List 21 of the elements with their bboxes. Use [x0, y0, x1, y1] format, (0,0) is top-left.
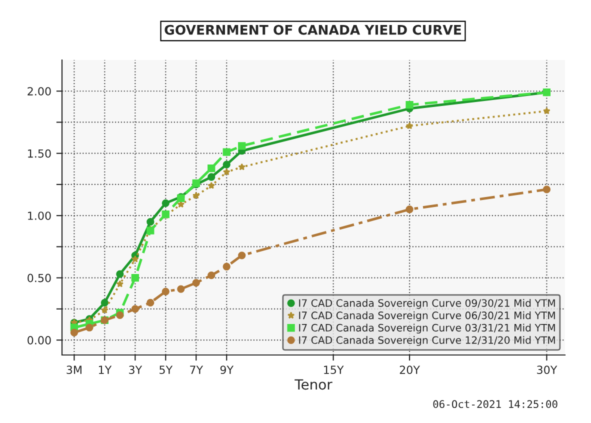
x-tick-label: 3M [66, 366, 82, 374]
x-tick-label: 15Y [324, 366, 344, 374]
x-axis-title: Tenor [294, 379, 332, 390]
y-tick-label: 2.00 [28, 87, 51, 96]
legend-label: I7 CAD Canada Sovereign Curve 09/30/21 Mid YTM [299, 299, 555, 309]
x-tick-label: 9Y [220, 366, 234, 374]
x-tick-label: 1Y [98, 366, 112, 374]
text: 06-Oct-2021 14:25:00 [433, 400, 558, 408]
x-tick-label: 7Y [190, 366, 204, 374]
legend-label: I7 CAD Canada Sovereign Curve 03/31/21 Mid YTM [299, 324, 555, 334]
x-tick-label: 20Y [400, 366, 420, 374]
y-tick-label: 1.00 [28, 212, 51, 220]
x-tick-label: 5Y [160, 366, 173, 374]
y-tick-label: 0.50 [28, 274, 51, 282]
legend-label: I7 CAD Canada Sovereign Curve 06/30/21 Mid YTM [299, 311, 555, 322]
x-tick-label: 30Y [537, 366, 558, 374]
chart-title: GOVERNMENT OF CANADA YIELD CURVE [164, 24, 461, 35]
legend-label: I7 CAD Canada Sovereign Curve 12/31/20 Mid YTM [299, 336, 555, 346]
y-tick-label: 1.50 [28, 149, 51, 158]
x-tick-label: 3Y [129, 366, 142, 374]
y-tick-label: 0.00 [28, 336, 51, 344]
